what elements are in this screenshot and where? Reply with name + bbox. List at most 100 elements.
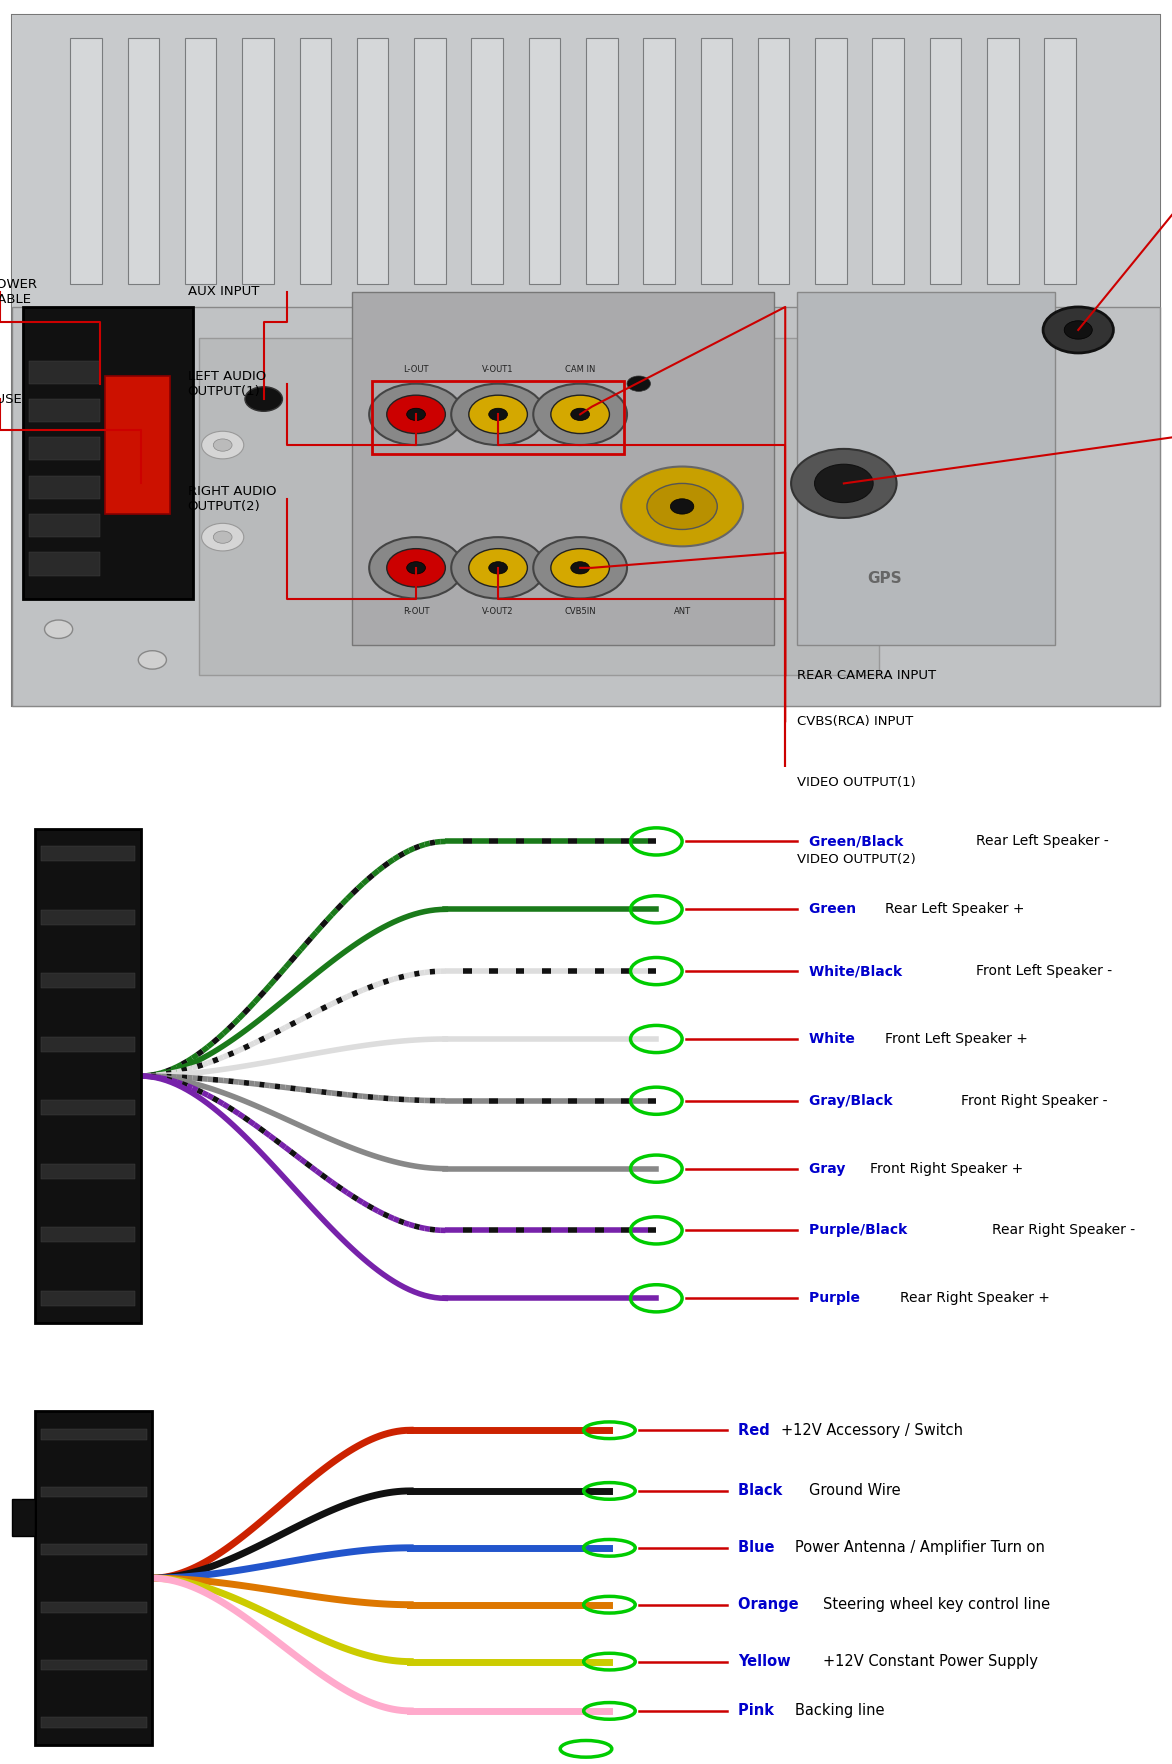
Text: VIDEO OUTPUT(2): VIDEO OUTPUT(2) (797, 854, 915, 866)
Text: Backing line: Backing line (795, 1704, 884, 1718)
Text: V-OUT1: V-OUT1 (483, 365, 513, 374)
Circle shape (571, 561, 590, 573)
Bar (29, 360, 100, 385)
Text: Ground Wire: Ground Wire (809, 1484, 900, 1498)
Text: Yellow: Yellow (738, 1655, 802, 1669)
Circle shape (245, 386, 282, 411)
Circle shape (202, 524, 244, 550)
Text: Gray: Gray (809, 1162, 854, 1175)
Text: LEFT AUDIO
OUTPUT(1): LEFT AUDIO OUTPUT(1) (188, 370, 266, 397)
Circle shape (489, 407, 507, 420)
Bar (243, 39, 274, 284)
Circle shape (387, 549, 445, 587)
Circle shape (533, 385, 627, 445)
Bar (41, 1101, 135, 1115)
Text: Red: Red (738, 1424, 781, 1438)
Bar (987, 39, 1018, 284)
Bar (35, 829, 141, 1323)
Text: Front Right Speaker -: Front Right Speaker - (961, 1094, 1108, 1108)
Bar (1044, 39, 1076, 284)
Text: Blue: Blue (738, 1540, 785, 1556)
Circle shape (387, 395, 445, 434)
Bar (128, 39, 159, 284)
Bar (185, 39, 217, 284)
Text: Front Left Speaker -: Front Left Speaker - (976, 965, 1112, 977)
Text: Front Left Speaker +: Front Left Speaker + (885, 1032, 1028, 1046)
Bar (41, 1429, 146, 1439)
Circle shape (551, 395, 609, 434)
Circle shape (138, 651, 166, 669)
Text: Black: Black (738, 1484, 793, 1498)
Circle shape (489, 561, 507, 573)
Bar (414, 39, 445, 284)
Bar (12, 1498, 35, 1536)
Circle shape (451, 385, 545, 445)
Text: Front Right Speaker +: Front Right Speaker + (870, 1162, 1023, 1175)
Text: Green/Black: Green/Black (809, 834, 913, 848)
Bar (41, 1718, 146, 1729)
Bar (643, 39, 675, 284)
Bar (356, 39, 388, 284)
Bar (70, 39, 102, 284)
Text: Green: Green (809, 903, 866, 916)
Bar (41, 1228, 135, 1242)
Text: VIDEO OUTPUT(1): VIDEO OUTPUT(1) (797, 776, 915, 789)
Bar (41, 1545, 146, 1556)
Bar (41, 1602, 146, 1612)
Text: Orange: Orange (738, 1596, 809, 1612)
Text: Rear Right Speaker -: Rear Right Speaker - (992, 1224, 1134, 1237)
Circle shape (213, 439, 232, 452)
Bar (586, 39, 618, 284)
Bar (41, 1487, 146, 1498)
Text: Steering wheel key control line: Steering wheel key control line (823, 1596, 1050, 1612)
Circle shape (469, 395, 527, 434)
Circle shape (551, 549, 609, 587)
Text: White/Black: White/Black (809, 965, 912, 977)
Bar (41, 1164, 135, 1178)
Text: GPS: GPS (867, 572, 902, 586)
Circle shape (369, 536, 463, 598)
Circle shape (407, 407, 425, 420)
Circle shape (571, 407, 590, 420)
Circle shape (670, 499, 694, 513)
Circle shape (451, 536, 545, 598)
Bar (105, 376, 170, 513)
Circle shape (647, 483, 717, 529)
Bar (758, 39, 790, 284)
Bar (797, 291, 1055, 644)
Text: Power Antenna / Amplifier Turn on: Power Antenna / Amplifier Turn on (795, 1540, 1044, 1556)
Circle shape (1043, 307, 1113, 353)
Bar (29, 399, 100, 422)
Bar (471, 39, 503, 284)
Circle shape (815, 464, 873, 503)
Bar (12, 307, 1160, 706)
Text: +12V Constant Power Supply: +12V Constant Power Supply (823, 1655, 1037, 1669)
Text: Rear Right Speaker +: Rear Right Speaker + (900, 1291, 1050, 1305)
Circle shape (369, 385, 463, 445)
Bar (529, 39, 560, 284)
Bar (12, 16, 1160, 323)
Circle shape (533, 536, 627, 598)
Bar (41, 1291, 135, 1305)
Circle shape (1064, 321, 1092, 339)
Circle shape (45, 619, 73, 639)
Text: V-OUT2: V-OUT2 (483, 607, 513, 616)
Text: FUSE: FUSE (0, 393, 22, 406)
Text: Purple: Purple (809, 1291, 870, 1305)
Circle shape (627, 376, 650, 392)
Text: Rear Left Speaker +: Rear Left Speaker + (885, 903, 1024, 916)
Bar (701, 39, 732, 284)
Text: AUX INPUT: AUX INPUT (188, 286, 259, 298)
Circle shape (202, 430, 244, 459)
Text: RIGHT AUDIO
OUTPUT(2): RIGHT AUDIO OUTPUT(2) (188, 485, 277, 513)
Bar (29, 437, 100, 460)
Bar (352, 291, 774, 644)
Bar (41, 1037, 135, 1051)
Bar (41, 910, 135, 924)
Bar (929, 39, 961, 284)
Circle shape (469, 549, 527, 587)
Text: White: White (809, 1032, 864, 1046)
Bar (41, 1660, 146, 1671)
Circle shape (138, 328, 166, 348)
Bar (872, 39, 904, 284)
